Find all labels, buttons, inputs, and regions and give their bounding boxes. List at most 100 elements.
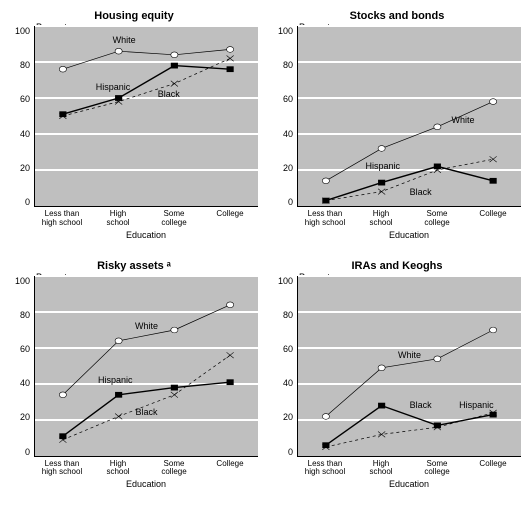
series-marker	[490, 411, 497, 417]
series-marker	[378, 146, 385, 152]
series-marker	[322, 178, 329, 184]
chart-wrap: Percent100806040200WhiteHispanicBlackLes…	[273, 26, 521, 240]
plot-area: WhiteBlackHispanic	[297, 276, 521, 457]
y-tick-label: 40	[273, 378, 293, 388]
series-marker	[171, 327, 178, 333]
x-tick-label: Somecollege	[409, 207, 465, 228]
series-marker	[378, 180, 385, 186]
x-tick-label: College	[202, 207, 258, 228]
y-axis: 100806040200	[10, 276, 34, 457]
y-tick-label: 100	[10, 26, 30, 36]
series-line	[326, 405, 493, 445]
y-tick-label: 80	[10, 310, 30, 320]
y-axis: 100 80 60 40 20 0	[10, 26, 34, 207]
x-axis-label: Education	[34, 230, 258, 240]
x-tick-label: Less thanhigh school	[34, 207, 90, 228]
series-marker	[434, 356, 441, 362]
y-tick-label: 20	[10, 412, 30, 422]
y-tick-label: 100	[10, 276, 30, 286]
x-axis: Less thanhigh schoolHighschoolSomecolleg…	[297, 207, 521, 228]
series-marker	[490, 327, 497, 333]
x-axis-label: Education	[34, 479, 258, 489]
series-marker	[171, 384, 178, 390]
series-svg	[298, 26, 521, 206]
y-tick-label: 80	[273, 310, 293, 320]
series-line	[326, 330, 493, 416]
x-tick-label: Less thanhigh school	[297, 457, 353, 478]
y-tick-label: 20	[273, 163, 293, 173]
chart-panel: Stocks and bondsPercent100806040200White…	[273, 10, 521, 240]
y-axis: 100 80 60 40 20 0	[273, 276, 297, 457]
series-line	[326, 412, 493, 446]
series-line	[326, 166, 493, 200]
series-marker	[59, 433, 66, 439]
series-marker	[490, 156, 497, 162]
series-marker	[171, 63, 178, 69]
series-marker	[115, 48, 122, 54]
y-tick-label: 0	[273, 197, 293, 207]
y-tick-label: 100	[273, 26, 293, 36]
y-tick-label: 0	[10, 447, 30, 457]
series-marker	[59, 392, 66, 398]
y-tick-label: 60	[273, 344, 293, 354]
x-tick-label: Highschool	[90, 207, 146, 228]
series-marker	[171, 392, 178, 398]
x-tick-label: Highschool	[353, 457, 409, 478]
x-axis: Less thanhigh schoolHighschoolSomecolleg…	[297, 457, 521, 478]
x-tick-label: College	[465, 207, 521, 228]
plot-area: WhiteHispanicBlack	[34, 276, 258, 457]
series-marker	[322, 413, 329, 419]
x-tick-label: Highschool	[353, 207, 409, 228]
chart-panel: Risky assets ᵃPercent100806040200WhiteHi…	[10, 260, 258, 490]
panel-title: Housing equity	[10, 10, 258, 22]
series-marker	[490, 178, 497, 184]
series-marker	[378, 431, 385, 437]
y-tick-label: 60	[273, 94, 293, 104]
series-marker	[115, 338, 122, 344]
series-marker	[434, 422, 441, 428]
y-tick-label: 0	[273, 447, 293, 457]
chart-panel: IRAs and KeoghsPercent100806040200WhiteB…	[273, 260, 521, 490]
y-tick-label: 20	[273, 412, 293, 422]
series-marker	[115, 95, 122, 101]
plot-area: WhiteHispanicBlack	[297, 26, 521, 207]
x-tick-label: College	[202, 457, 258, 478]
chart-panel: Housing equityPercent100806040200WhiteHi…	[10, 10, 258, 240]
x-tick-label: College	[465, 457, 521, 478]
series-line	[63, 382, 230, 436]
y-tick-label: 80	[273, 60, 293, 70]
chart-wrap: Percent100806040200WhiteHispanicBlackLes…	[10, 26, 258, 240]
x-axis: Less thanhigh schoolHighschoolSomecolleg…	[34, 207, 258, 228]
y-tick-label: 0	[10, 197, 30, 207]
panel-title: Risky assets ᵃ	[10, 260, 258, 272]
series-line	[63, 304, 230, 394]
panel-title: Stocks and bonds	[273, 10, 521, 22]
series-marker	[227, 302, 234, 308]
x-axis-label: Education	[297, 479, 521, 489]
series-svg	[298, 276, 521, 456]
y-tick-label: 40	[10, 129, 30, 139]
series-marker	[434, 124, 441, 130]
y-tick-label: 20	[10, 163, 30, 173]
series-marker	[115, 392, 122, 398]
series-marker	[490, 99, 497, 105]
series-marker	[227, 47, 234, 53]
y-tick-label: 40	[273, 129, 293, 139]
y-tick-label: 60	[10, 344, 30, 354]
series-svg	[35, 276, 258, 456]
x-tick-label: Somecollege	[146, 457, 202, 478]
panel-title: IRAs and Keoghs	[273, 260, 521, 272]
y-tick-label: 60	[10, 94, 30, 104]
plot-area: WhiteHispanicBlack	[34, 26, 258, 207]
series-line	[326, 102, 493, 181]
series-marker	[59, 66, 66, 72]
series-marker	[378, 189, 385, 195]
y-tick-label: 80	[10, 60, 30, 70]
x-axis: Less thanhigh schoolHighschoolSomecolleg…	[34, 457, 258, 478]
series-line	[63, 355, 230, 440]
x-tick-label: Somecollege	[409, 457, 465, 478]
series-line	[63, 49, 230, 69]
x-tick-label: Somecollege	[146, 207, 202, 228]
y-tick-label: 100	[273, 276, 293, 286]
series-svg	[35, 26, 258, 206]
